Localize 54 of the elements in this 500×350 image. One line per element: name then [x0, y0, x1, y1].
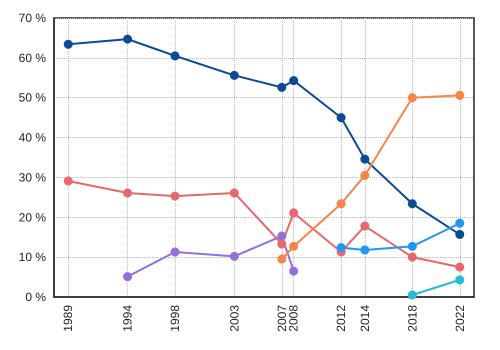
point	[230, 70, 239, 80]
y-tick-label: 30 %	[18, 170, 46, 184]
x-tick-label: 2007	[274, 304, 289, 332]
y-tick-label: 50 %	[18, 90, 46, 105]
x-tick-label: 1998	[168, 304, 182, 332]
x-tick-label: 2018	[405, 304, 420, 332]
point	[455, 90, 464, 100]
point	[360, 245, 370, 254]
point	[408, 242, 417, 251]
point	[277, 239, 286, 248]
point	[64, 40, 73, 49]
x-tick-label: 2014	[358, 304, 372, 332]
point	[170, 247, 180, 256]
point	[455, 230, 464, 239]
y-tick-label: 0 %	[25, 290, 46, 304]
x-tick-label: 2008	[286, 304, 301, 332]
point	[289, 242, 298, 251]
point	[455, 218, 464, 228]
y-tick-label: 20 %	[18, 210, 46, 224]
point	[336, 113, 346, 122]
point	[230, 188, 239, 198]
point	[230, 252, 239, 261]
point	[123, 188, 132, 198]
point	[170, 192, 180, 201]
point	[277, 232, 286, 241]
point	[336, 243, 346, 252]
y-tick-label: 40 %	[18, 130, 46, 145]
point	[408, 93, 417, 102]
point	[277, 82, 286, 92]
point	[408, 290, 417, 300]
point	[289, 266, 298, 276]
y-tick-label: 60 %	[18, 50, 46, 65]
point	[289, 76, 298, 86]
y-tick-label: 70 %	[18, 11, 46, 25]
point	[123, 34, 132, 44]
x-tick-label: 2022	[452, 304, 467, 332]
x-tick-label: 2003	[227, 304, 242, 332]
point	[408, 252, 417, 262]
point	[277, 254, 286, 264]
point	[64, 176, 73, 186]
x-tick-label: 2012	[334, 304, 348, 332]
point	[289, 208, 298, 218]
point	[170, 51, 180, 60]
point	[455, 275, 464, 284]
x-tick-label: 1994	[120, 304, 135, 332]
point	[455, 262, 464, 272]
point	[336, 199, 346, 208]
x-tick-label: 1989	[61, 304, 76, 332]
point	[360, 154, 370, 164]
point	[123, 272, 132, 282]
y-tick-label: 10 %	[18, 250, 46, 264]
point	[360, 222, 370, 231]
point	[408, 199, 417, 208]
point	[360, 170, 370, 180]
